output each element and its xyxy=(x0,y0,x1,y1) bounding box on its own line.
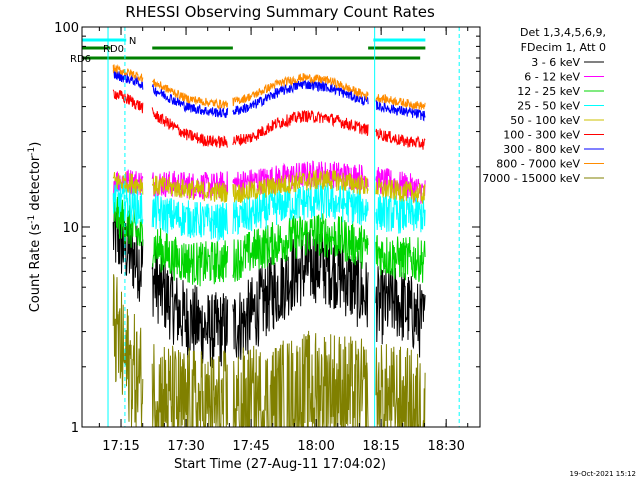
legend-label-2: 12 - 25 keV xyxy=(517,85,580,98)
y-tick-label-0: 1 xyxy=(71,421,79,436)
flags-group: N RD0 RD6 xyxy=(70,27,460,427)
legend-label-7: 800 - 7000 keV xyxy=(496,158,580,171)
flag-label-rd0: RD0 xyxy=(103,44,124,55)
x-tick-label-4: 18:15 xyxy=(362,439,399,454)
y-axis-label-exponent: -1 xyxy=(27,215,37,224)
x-axis-label: Start Time (27-Aug-11 17:04:02) xyxy=(174,457,386,472)
x-tick-label-0: 17:15 xyxy=(102,439,139,454)
legend-header-line-2: FDecim 1, Att 0 xyxy=(521,41,606,54)
axis-ticks: 17:15 17:30 17:45 18:00 18:15 18:30 1 10 100 xyxy=(54,21,480,454)
footer-timestamp: 19-Oct-2021 15:12 xyxy=(570,470,636,478)
y-axis-label: Count Rate (s-1 detector-1) xyxy=(27,142,43,313)
legend-label-6: 300 - 800 keV xyxy=(503,143,580,156)
y-axis-label-main: Count Rate (s xyxy=(28,224,43,313)
chart-title: RHESSI Observing Summary Count Rates xyxy=(125,3,435,21)
flag-label-rd6: RD6 xyxy=(70,54,91,65)
x-tick-label-2: 17:45 xyxy=(232,439,269,454)
legend-label-8: 7000 - 15000 keV xyxy=(482,172,580,185)
y-tick-label-1: 10 xyxy=(62,221,79,236)
legend-label-1: 6 - 12 keV xyxy=(524,71,580,84)
legend-label-5: 100 - 300 keV xyxy=(503,129,580,142)
x-tick-label-3: 18:00 xyxy=(297,439,334,454)
x-tick-label-5: 18:30 xyxy=(427,439,464,454)
legend-label-0: 3 - 6 keV xyxy=(531,56,580,69)
legend-label-3: 25 - 50 keV xyxy=(517,100,580,113)
series-line-8 xyxy=(112,274,426,428)
legend-header-line-1: Det 1,3,4,5,6,9, xyxy=(520,26,606,39)
series-line-3 xyxy=(112,180,426,242)
flag-label-n: N xyxy=(129,36,136,47)
series-line-6 xyxy=(112,70,426,122)
series-group xyxy=(112,64,426,428)
x-tick-label-1: 17:30 xyxy=(167,439,204,454)
series-line-7 xyxy=(112,64,426,111)
series-line-0 xyxy=(112,196,426,369)
y-axis-label-exponent-2: -1 xyxy=(27,147,37,156)
series-line-5 xyxy=(112,89,426,150)
y-axis-label-close: ) xyxy=(28,142,43,147)
y-tick-label-2: 100 xyxy=(54,21,79,36)
y-axis-label-tail: detector xyxy=(28,155,43,215)
legend-label-4: 50 - 100 keV xyxy=(510,114,580,127)
series-line-4 xyxy=(112,169,426,204)
